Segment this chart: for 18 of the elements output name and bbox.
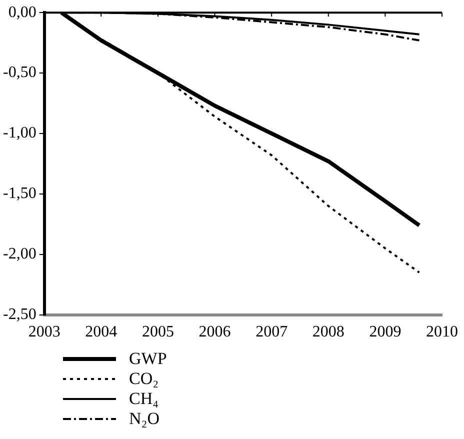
y-tick-label: -2,50 <box>3 306 36 324</box>
x-tick-label: 2004 <box>85 324 118 341</box>
legend-label: N₂O <box>129 409 160 429</box>
y-tick-label: -2,00 <box>3 246 36 263</box>
x-tick-label: 2008 <box>312 324 344 341</box>
x-tick-label: 2006 <box>198 324 231 341</box>
legend-label: GWP <box>129 349 167 369</box>
y-tick-label: -1,00 <box>3 124 36 142</box>
legend-label: CO₂ <box>129 369 159 389</box>
x-tick-label: 2003 <box>28 324 60 341</box>
legend-label: CH₄ <box>129 389 159 409</box>
y-tick-label: -0,50 <box>3 64 36 82</box>
x-tick-label: 2005 <box>142 324 174 341</box>
x-tick-label: 2010 <box>426 324 458 341</box>
y-tick-label: 0,00 <box>8 4 36 21</box>
x-tick-label: 2007 <box>256 324 288 341</box>
y-tick-label: -1,50 <box>3 185 36 202</box>
x-tick-label: 2009 <box>369 324 402 341</box>
